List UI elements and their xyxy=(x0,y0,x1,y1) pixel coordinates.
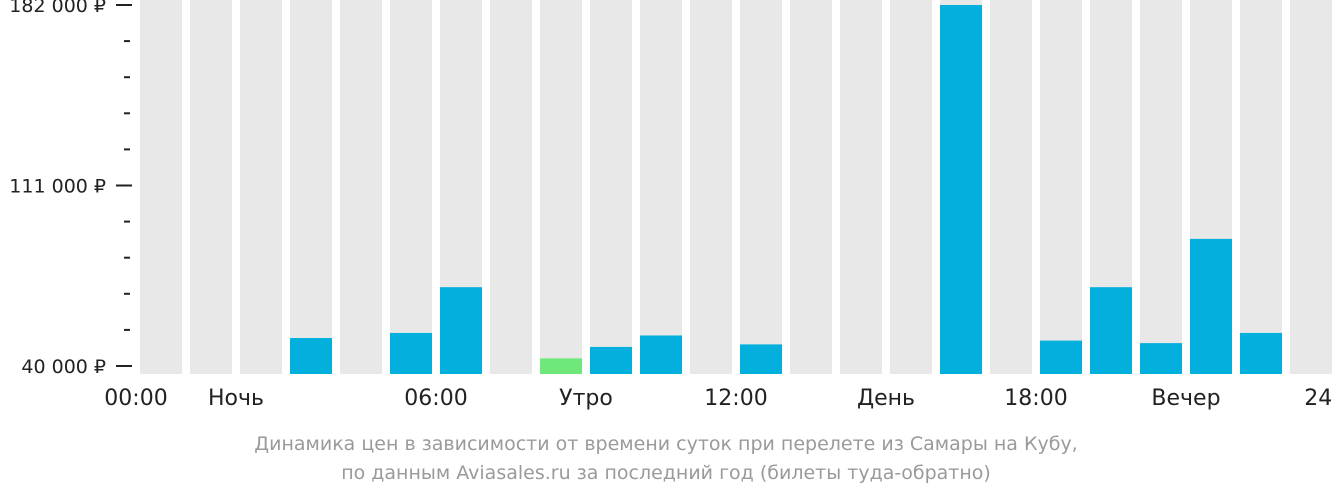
bar-09:00[interactable] xyxy=(590,346,632,374)
background-bar-00:00 xyxy=(140,0,182,374)
background-bar-11:00 xyxy=(690,0,732,374)
background-bar-15:00 xyxy=(890,0,932,374)
bar-18:00[interactable] xyxy=(1040,340,1082,374)
bar-06:00[interactable] xyxy=(440,287,482,374)
bar-05:00[interactable] xyxy=(390,332,432,374)
x-tick-label: День xyxy=(857,386,915,411)
background-bar-12:00 xyxy=(740,0,782,374)
background-bar-22:00 xyxy=(1240,0,1282,374)
chart-caption-line-1: Динамика цен в зависимости от времени су… xyxy=(254,433,1078,455)
background-bar-18:00 xyxy=(1040,0,1082,374)
x-tick-label: 12:00 xyxy=(704,386,767,411)
background-bar-02:00 xyxy=(240,0,282,374)
background-bar-01:00 xyxy=(190,0,232,374)
bar-08:00[interactable] xyxy=(540,358,582,374)
x-axis: 00:00 Ночь 06:00 Утро 12:00 День 18:00 Вечер 24:… xyxy=(104,386,1332,411)
x-tick-label: 06:00 xyxy=(404,386,467,411)
bar-16:00[interactable] xyxy=(940,5,982,374)
background-bar-08:00 xyxy=(540,0,582,374)
bars xyxy=(290,5,1282,374)
y-tick-label: 111 000 ₽ xyxy=(9,176,106,198)
background-bar-14:00 xyxy=(840,0,882,374)
background-bars xyxy=(140,0,1332,374)
background-bar-20:00 xyxy=(1140,0,1182,374)
background-bar-04:00 xyxy=(340,0,382,374)
background-bar-13:00 xyxy=(790,0,832,374)
y-axis: 40 000 ₽ 111 000 ₽ 182 000 ₽ xyxy=(9,0,132,378)
bar-10:00[interactable] xyxy=(640,335,682,374)
x-tick-label: 18:00 xyxy=(1004,386,1067,411)
x-tick-label: Вечер xyxy=(1151,386,1220,411)
background-bar-17:00 xyxy=(990,0,1032,374)
y-tick-label: 182 000 ₽ xyxy=(9,0,106,17)
x-tick-label: 00:00 xyxy=(104,386,167,411)
bar-21:00[interactable] xyxy=(1190,238,1232,374)
bar-22:00[interactable] xyxy=(1240,332,1282,374)
background-bar-09:00 xyxy=(590,0,632,374)
x-tick-label: Ночь xyxy=(208,386,264,411)
bar-03:00[interactable] xyxy=(290,338,332,374)
x-tick-label: Утро xyxy=(559,386,613,411)
y-tick-label: 40 000 ₽ xyxy=(21,356,106,378)
background-bar-07:00 xyxy=(490,0,532,374)
background-bar-23:00 xyxy=(1290,0,1332,374)
bar-20:00[interactable] xyxy=(1140,343,1182,374)
background-bar-05:00 xyxy=(390,0,432,374)
chart-caption-line-2: по данным Aviasales.ru за последний год … xyxy=(341,462,991,484)
background-bar-10:00 xyxy=(640,0,682,374)
bar-19:00[interactable] xyxy=(1090,287,1132,374)
x-tick-label: 24:00 xyxy=(1304,386,1332,411)
background-bar-03:00 xyxy=(290,0,332,374)
bar-12:00[interactable] xyxy=(740,344,782,374)
